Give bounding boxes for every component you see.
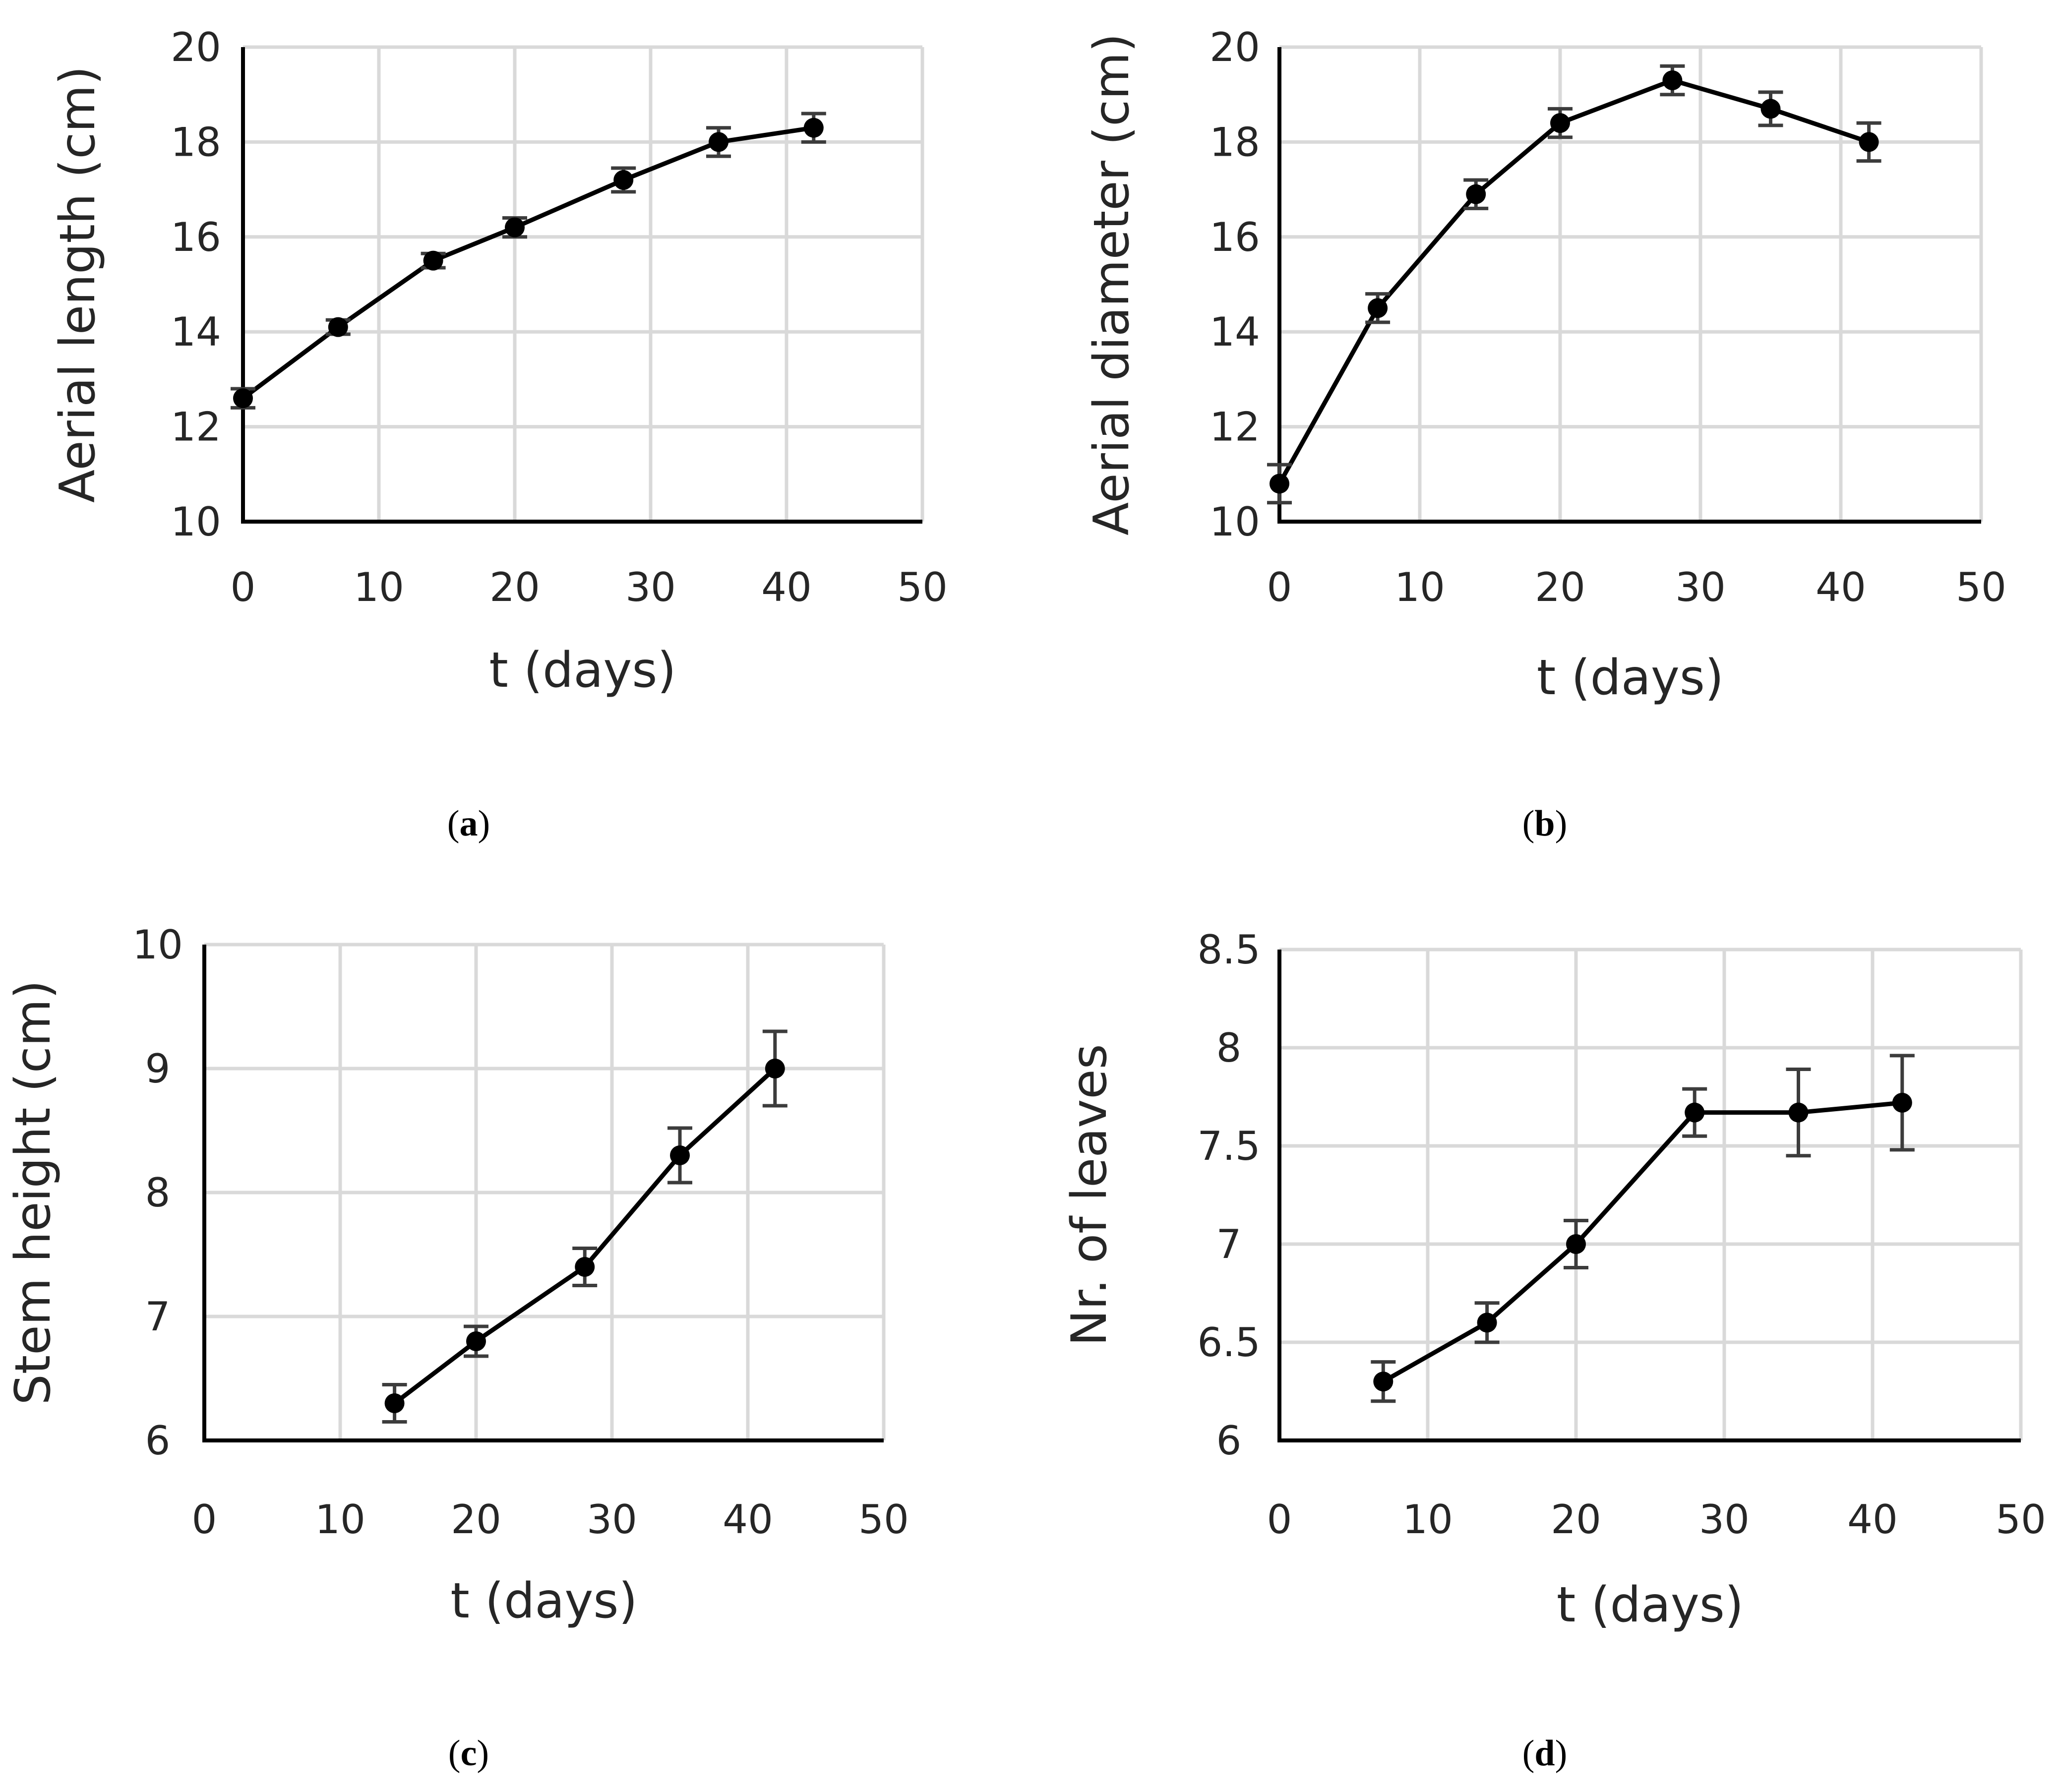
x-axis-title: t (days) bbox=[1557, 1577, 1744, 1633]
x-tick-label: 30 bbox=[587, 1496, 637, 1543]
data-point bbox=[328, 317, 348, 337]
x-tick-label: 10 bbox=[1394, 564, 1445, 610]
x-tick-label: 50 bbox=[1956, 564, 2006, 610]
x-tick-label: 40 bbox=[1816, 564, 1866, 610]
data-point bbox=[1892, 1092, 1912, 1113]
y-axis-title: Aerial diameter (cm) bbox=[1084, 33, 1140, 536]
chart-panel-d: 0 10 20 30 40 50 6 6.5 7 7.5 8 8.5 t (days) Nr. of le… bbox=[1061, 927, 2046, 1774]
x-tick-label: 10 bbox=[315, 1496, 365, 1543]
data-point bbox=[1566, 1234, 1586, 1254]
y-tick-label: 6.5 bbox=[1197, 1319, 1260, 1366]
data-point bbox=[1685, 1102, 1705, 1123]
data-point bbox=[1368, 298, 1388, 318]
y-tick-label: 16 bbox=[1210, 214, 1260, 260]
data-point bbox=[1466, 184, 1486, 204]
x-tick-label: 10 bbox=[354, 564, 404, 610]
data-point bbox=[803, 118, 824, 138]
y-tick-label: 7 bbox=[145, 1294, 171, 1340]
y-tick-label: 20 bbox=[171, 24, 221, 70]
y-tick-label: 16 bbox=[171, 214, 221, 260]
y-tick-label: 8 bbox=[1216, 1025, 1242, 1071]
data-point bbox=[670, 1145, 690, 1165]
y-tick-label: 8.5 bbox=[1197, 927, 1260, 973]
data-point bbox=[1477, 1313, 1497, 1333]
x-tick-label: 30 bbox=[1699, 1496, 1750, 1543]
x-tick-label: 40 bbox=[723, 1496, 773, 1543]
y-tick-label: 10 bbox=[132, 922, 183, 968]
data-point bbox=[1788, 1102, 1809, 1123]
panel-label: (a) bbox=[447, 803, 490, 844]
panel-label: (d) bbox=[1522, 1733, 1567, 1774]
x-tick-label: 50 bbox=[897, 564, 948, 610]
y-tick-label: 8 bbox=[145, 1170, 171, 1216]
x-tick-label: 0 bbox=[1267, 564, 1292, 610]
x-tick-label: 40 bbox=[1847, 1496, 1898, 1543]
y-axis-title: Aerial length (cm) bbox=[50, 66, 106, 503]
x-tick-label: 10 bbox=[1402, 1496, 1453, 1543]
y-tick-label: 6 bbox=[145, 1418, 171, 1464]
y-tick-label: 6 bbox=[1216, 1418, 1242, 1464]
panel-label: (b) bbox=[1522, 803, 1567, 844]
x-tick-label: 0 bbox=[1267, 1496, 1292, 1543]
y-tick-label: 12 bbox=[1210, 404, 1260, 450]
data-point bbox=[466, 1331, 486, 1351]
data-point bbox=[505, 217, 525, 238]
series-line bbox=[1382, 1100, 1903, 1384]
data-point bbox=[233, 388, 253, 409]
x-axis-title: t (days) bbox=[489, 642, 676, 699]
y-axis-title: Nr. of leaves bbox=[1061, 1044, 1118, 1346]
y-tick-label: 12 bbox=[171, 404, 221, 450]
y-tick-label: 18 bbox=[171, 119, 221, 165]
data-point bbox=[765, 1059, 785, 1078]
x-tick-label: 50 bbox=[1996, 1496, 2046, 1543]
x-tick-label: 20 bbox=[1535, 564, 1585, 610]
y-tick-label: 10 bbox=[1210, 499, 1260, 545]
x-tick-label: 30 bbox=[1675, 564, 1726, 610]
y-tick-label: 14 bbox=[1210, 309, 1260, 355]
x-tick-label: 20 bbox=[489, 564, 540, 610]
y-tick-label: 10 bbox=[171, 499, 221, 545]
x-tick-label: 40 bbox=[761, 564, 812, 610]
data-point bbox=[1662, 70, 1683, 90]
chart-panel-c: 0 10 20 30 40 50 6 7 8 9 10 t (days) Stem height (cm… bbox=[5, 922, 909, 1774]
x-tick-label: 20 bbox=[1551, 1496, 1601, 1543]
data-point bbox=[1550, 113, 1570, 133]
y-tick-label: 9 bbox=[145, 1046, 171, 1092]
x-axis-title: t (days) bbox=[450, 1573, 637, 1629]
data-point bbox=[575, 1257, 595, 1277]
x-tick-label: 0 bbox=[192, 1496, 217, 1543]
x-tick-label: 0 bbox=[231, 564, 256, 610]
data-point bbox=[613, 170, 634, 190]
data-point bbox=[709, 132, 728, 152]
x-tick-label: 50 bbox=[858, 1496, 909, 1543]
x-tick-label: 20 bbox=[451, 1496, 501, 1543]
data-point bbox=[1760, 99, 1781, 119]
data-point bbox=[1373, 1372, 1393, 1392]
y-tick-label: 18 bbox=[1210, 119, 1260, 165]
y-tick-label: 14 bbox=[171, 309, 221, 355]
y-tick-label: 7 bbox=[1216, 1221, 1242, 1267]
x-tick-label: 30 bbox=[625, 564, 676, 610]
data-point bbox=[1859, 132, 1879, 152]
x-axis-title: t (days) bbox=[1537, 650, 1724, 706]
y-tick-label: 20 bbox=[1210, 24, 1260, 70]
y-axis-title: Stem height (cm) bbox=[5, 980, 61, 1405]
data-point bbox=[384, 1393, 405, 1413]
data-point bbox=[1270, 474, 1289, 494]
panel-label: (c) bbox=[448, 1733, 489, 1774]
y-tick-label: 7.5 bbox=[1197, 1123, 1260, 1169]
data-point bbox=[423, 250, 443, 271]
